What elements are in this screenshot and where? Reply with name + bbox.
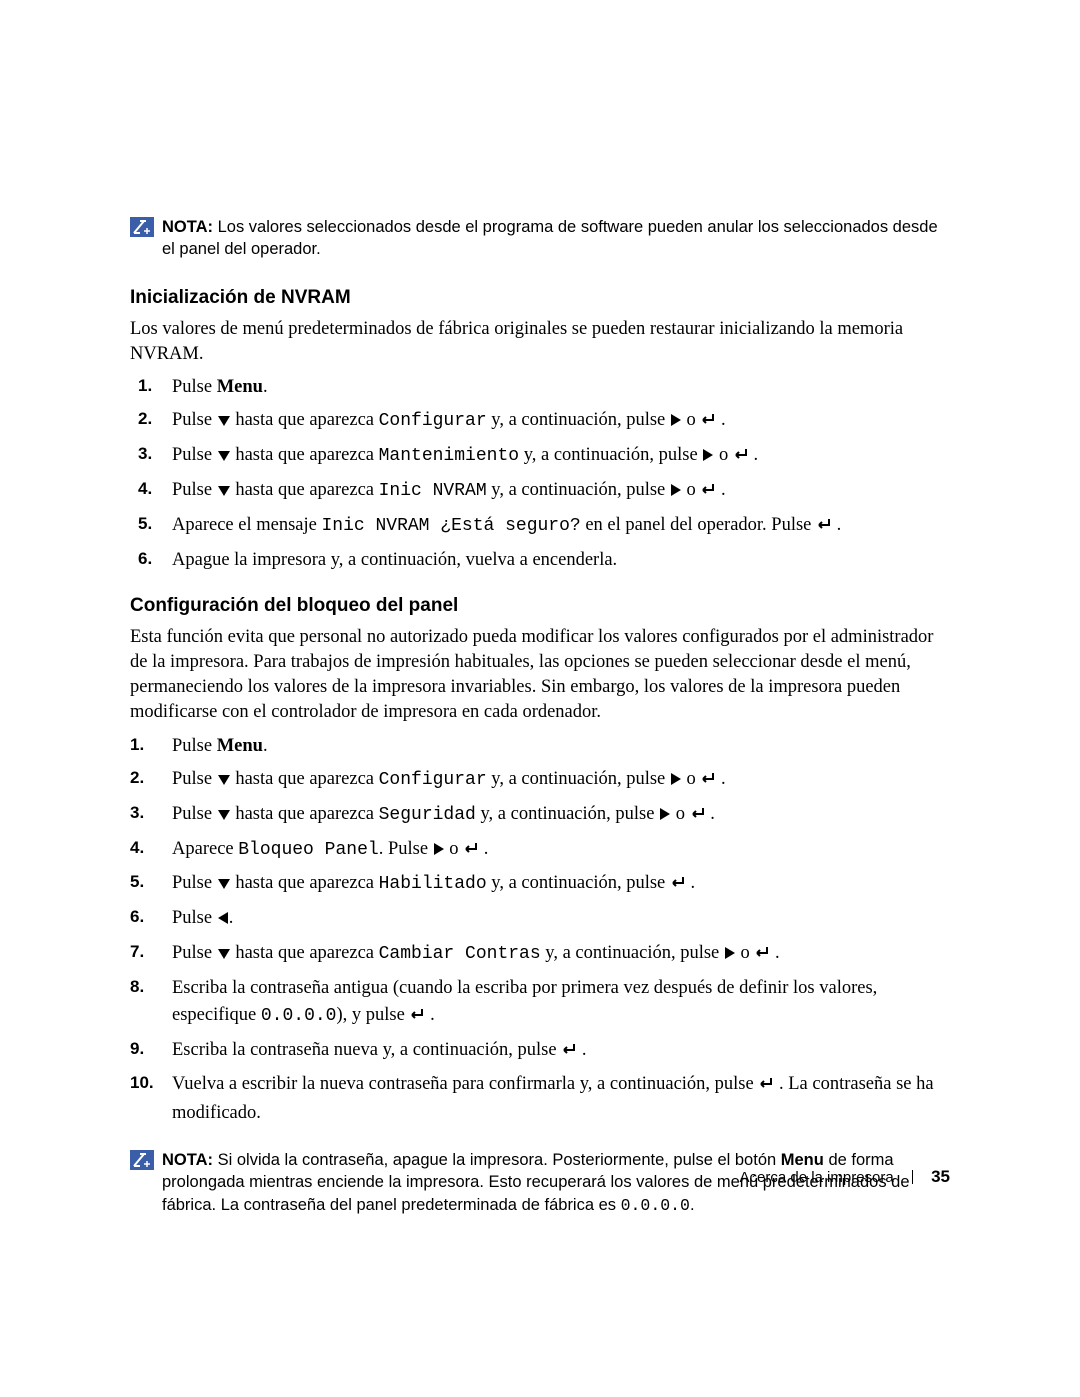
step-number: 8. bbox=[130, 975, 144, 1000]
page-number: 35 bbox=[931, 1167, 950, 1186]
step-number: 2. bbox=[130, 766, 144, 791]
footer-separator bbox=[912, 1170, 913, 1184]
heading-nvram: Inicialización de NVRAM bbox=[130, 287, 950, 309]
down-icon bbox=[217, 409, 231, 436]
enter-icon bbox=[670, 872, 686, 899]
down-icon bbox=[217, 872, 231, 899]
step-number: 9. bbox=[130, 1037, 144, 1062]
step-number: 3. bbox=[138, 442, 152, 467]
right-icon bbox=[659, 803, 671, 830]
step-number: 10. bbox=[130, 1071, 154, 1096]
right-icon bbox=[433, 838, 445, 865]
intro-panel-lock: Esta función evita que personal no autor… bbox=[130, 625, 950, 725]
step-number: 6. bbox=[130, 905, 144, 930]
content-area: NOTA: Los valores seleccionados desde el… bbox=[130, 216, 950, 1243]
note-icon bbox=[130, 217, 154, 237]
right-icon bbox=[670, 768, 682, 795]
step-number: 5. bbox=[138, 512, 152, 537]
step-4: 4. Aparece Bloqueo Panel. Pulse o . bbox=[130, 836, 950, 865]
step-3: 3. Pulse hasta que aparezca Seguridad y,… bbox=[130, 801, 950, 830]
note-icon bbox=[130, 1150, 154, 1170]
right-icon bbox=[670, 409, 682, 436]
step-number: 2. bbox=[138, 407, 152, 432]
enter-icon bbox=[758, 1073, 774, 1100]
enter-icon bbox=[409, 1004, 425, 1031]
note-label: NOTA: bbox=[162, 218, 213, 236]
right-icon bbox=[670, 479, 682, 506]
right-icon bbox=[702, 444, 714, 471]
note-body: Los valores seleccionados desde el progr… bbox=[162, 218, 938, 258]
step-number: 4. bbox=[130, 836, 144, 861]
step-4: 4. Pulse hasta que aparezca Inic NVRAM y… bbox=[130, 477, 950, 506]
page: NOTA: Los valores seleccionados desde el… bbox=[0, 0, 1080, 1397]
step-5: 5. Pulse hasta que aparezca Habilitado y… bbox=[130, 870, 950, 899]
step-number: 1. bbox=[130, 733, 144, 758]
note-block-1: NOTA: Los valores seleccionados desde el… bbox=[130, 216, 950, 261]
intro-nvram: Los valores de menú predeterminados de f… bbox=[130, 317, 950, 367]
step-1: 1. Pulse Menu. bbox=[130, 733, 950, 760]
step-5: 5. Aparece el mensaje Inic NVRAM ¿Está s… bbox=[130, 512, 950, 541]
step-number: 7. bbox=[130, 940, 144, 965]
step-1: 1. Pulse Menu. bbox=[130, 374, 950, 401]
heading-panel-lock: Configuración del bloqueo del panel bbox=[130, 595, 950, 617]
enter-icon bbox=[700, 768, 716, 795]
enter-icon bbox=[690, 803, 706, 830]
step-7: 7. Pulse hasta que aparezca Cambiar Cont… bbox=[130, 940, 950, 969]
footer-section: Acerca de la impresora bbox=[740, 1169, 894, 1186]
down-icon bbox=[217, 479, 231, 506]
step-6: 6. Pulse . bbox=[130, 905, 950, 934]
left-icon bbox=[217, 907, 229, 934]
down-icon bbox=[217, 768, 231, 795]
step-number: 1. bbox=[138, 374, 152, 399]
step-number: 4. bbox=[138, 477, 152, 502]
steps-panel-lock: 1. Pulse Menu. 2. Pulse hasta que aparez… bbox=[130, 733, 950, 1127]
enter-icon bbox=[733, 444, 749, 471]
step-9: 9. Escriba la contraseña nueva y, a cont… bbox=[130, 1037, 950, 1066]
down-icon bbox=[217, 942, 231, 969]
step-number: 3. bbox=[130, 801, 144, 826]
note-label: NOTA: bbox=[162, 1151, 213, 1169]
down-icon bbox=[217, 803, 231, 830]
enter-icon bbox=[463, 838, 479, 865]
enter-icon bbox=[700, 409, 716, 436]
step-2: 2. Pulse hasta que aparezca Configurar y… bbox=[130, 407, 950, 436]
note-text-1: NOTA: Los valores seleccionados desde el… bbox=[162, 216, 950, 261]
step-number: 5. bbox=[130, 870, 144, 895]
step-10: 10. Vuelva a escribir la nueva contraseñ… bbox=[130, 1071, 950, 1127]
right-icon bbox=[724, 942, 736, 969]
enter-icon bbox=[561, 1039, 577, 1066]
step-8: 8. Escriba la contraseña antigua (cuando… bbox=[130, 975, 950, 1031]
step-6: 6. Apague la impresora y, a continuación… bbox=[130, 547, 950, 574]
page-footer: Acerca de la impresora 35 bbox=[740, 1167, 951, 1187]
step-3: 3. Pulse hasta que aparezca Mantenimient… bbox=[130, 442, 950, 471]
down-icon bbox=[217, 444, 231, 471]
step-number: 6. bbox=[138, 547, 152, 572]
steps-nvram: 1. Pulse Menu. 2. Pulse hasta que aparez… bbox=[130, 374, 950, 573]
enter-icon bbox=[700, 479, 716, 506]
step-2: 2. Pulse hasta que aparezca Configurar y… bbox=[130, 766, 950, 795]
enter-icon bbox=[754, 942, 770, 969]
enter-icon bbox=[816, 514, 832, 541]
